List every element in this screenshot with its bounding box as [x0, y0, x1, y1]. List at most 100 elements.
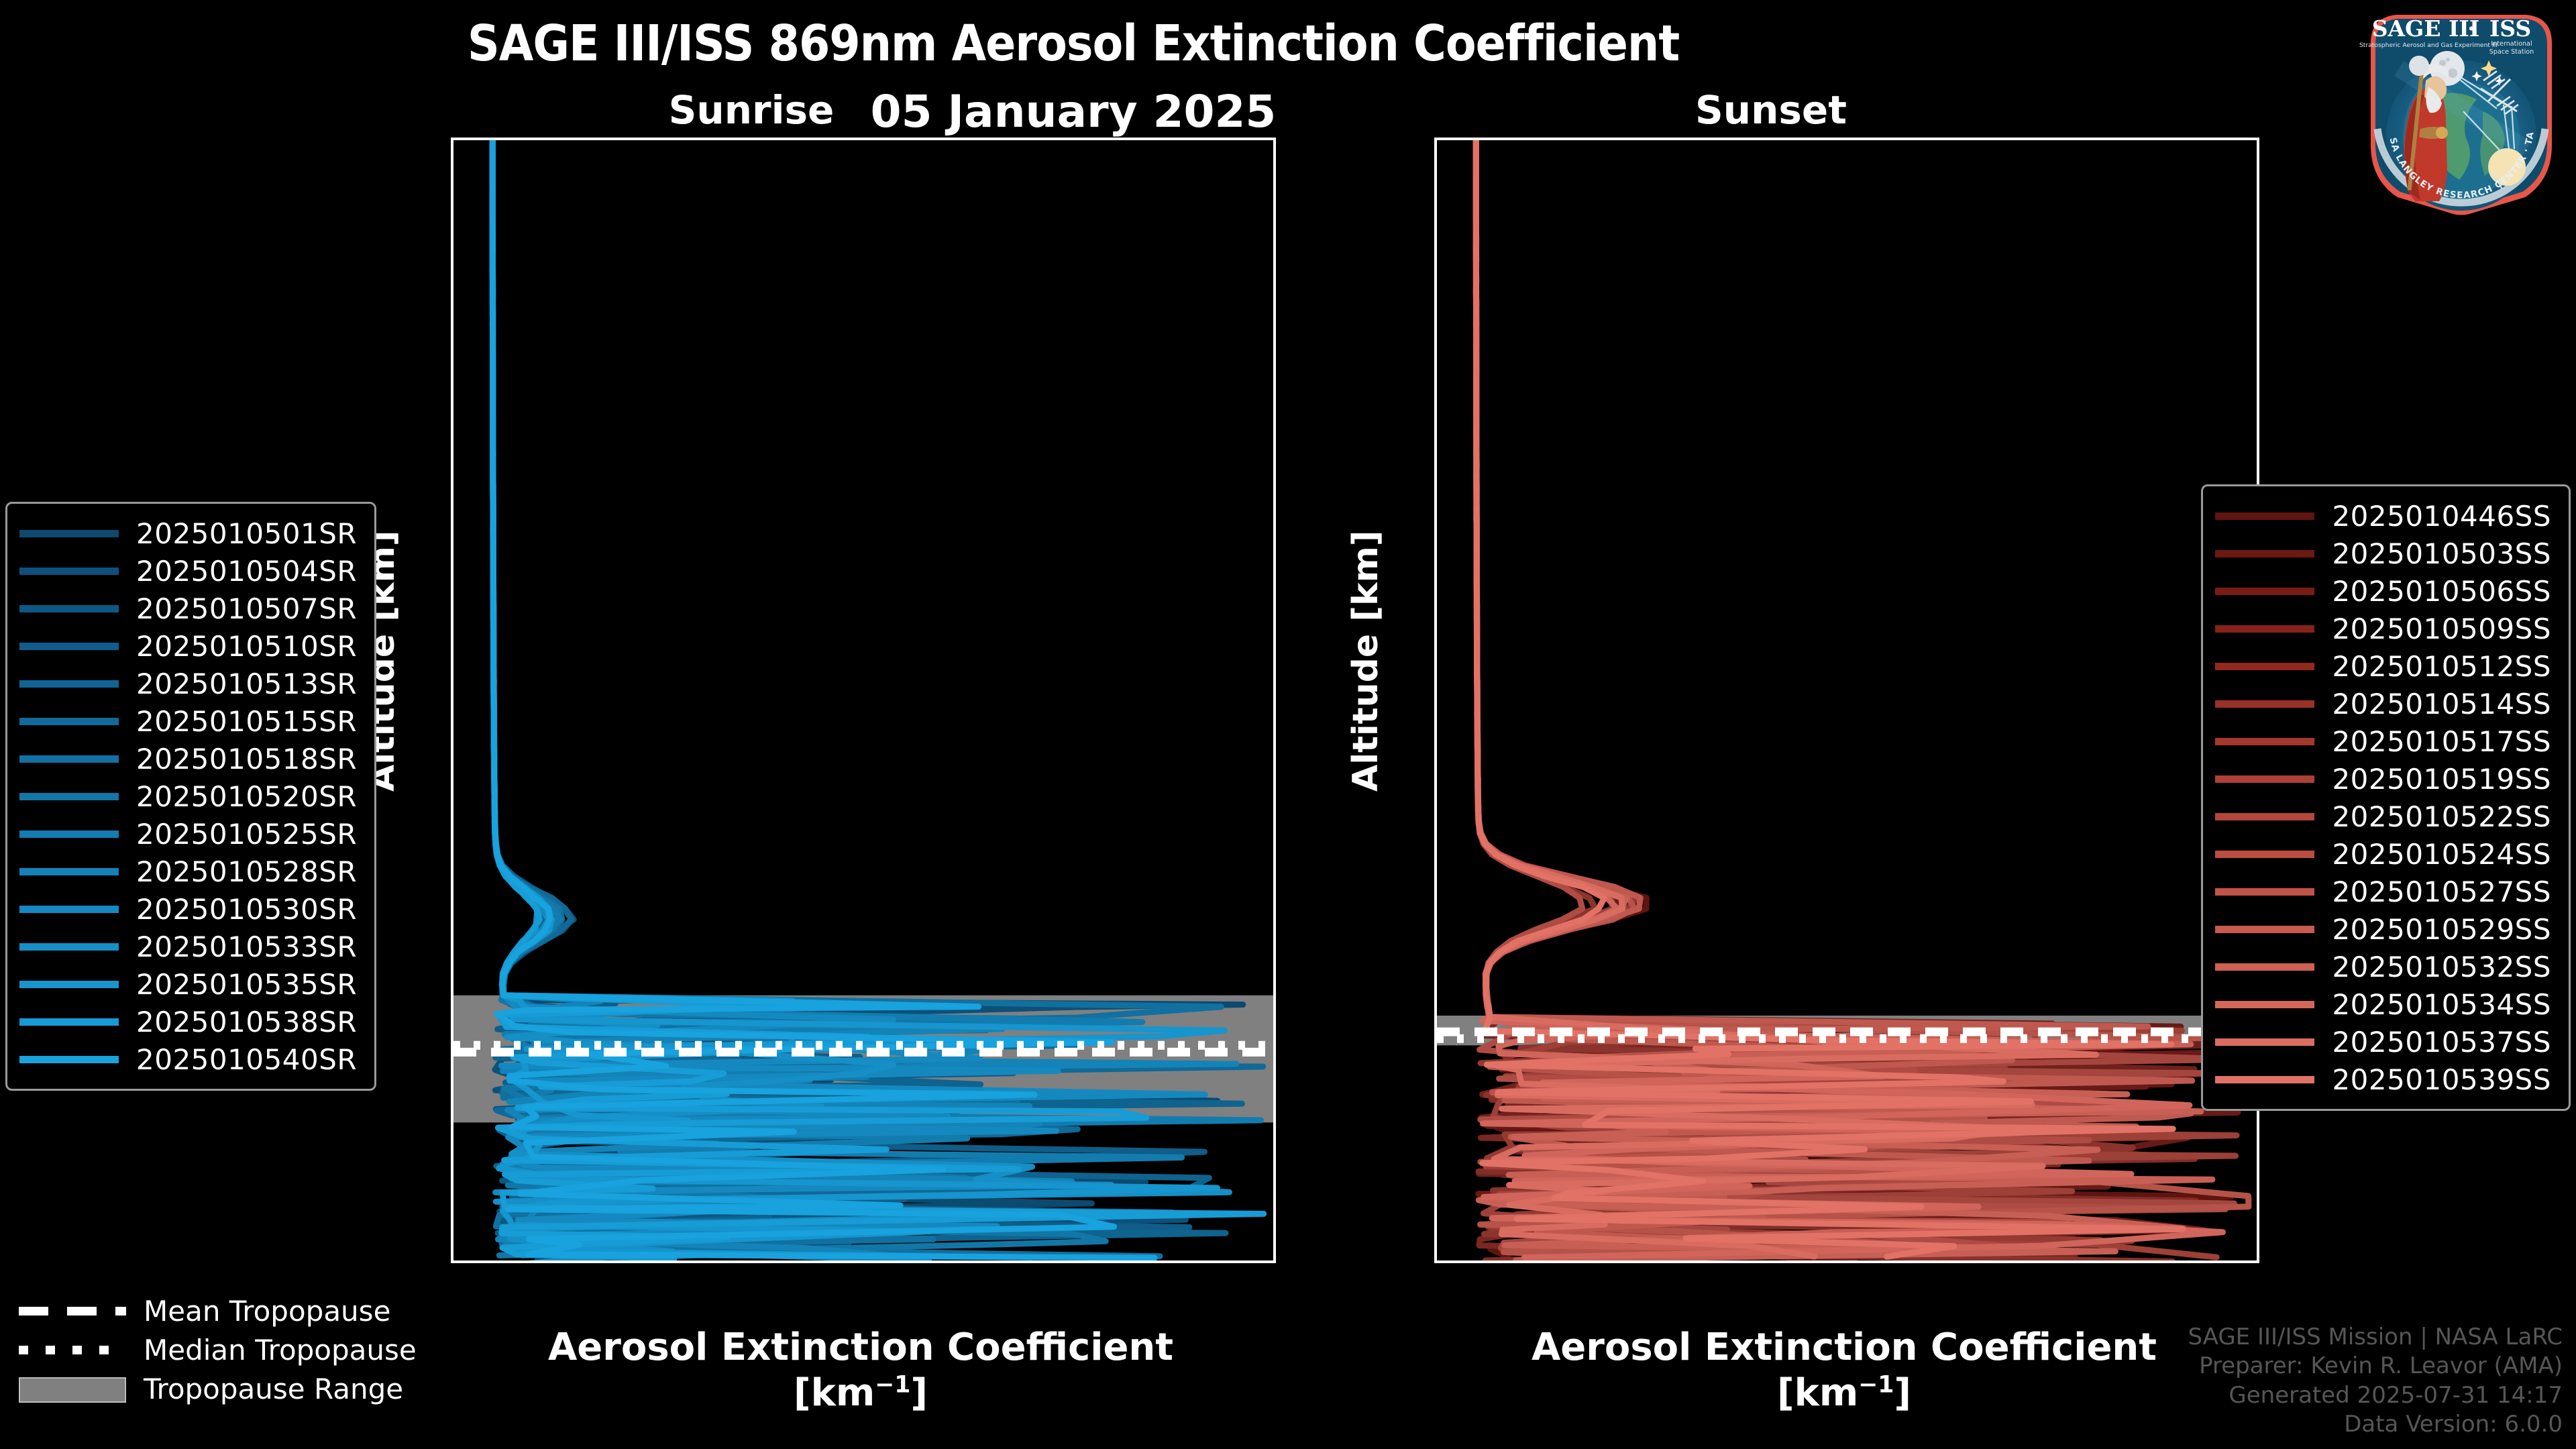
mean-tropopause-label: Mean Tropopause: [144, 1294, 391, 1328]
sunset-legend[interactable]: 2025010446SS 2025010503SS 2025010506SS 2025…: [2201, 484, 2571, 1111]
sunrise-legend-color-swatch-icon: [19, 567, 119, 575]
sunrise-legend-item[interactable]: 2025010510SR: [19, 627, 357, 665]
sunset-legend-item[interactable]: 2025010506SS: [2215, 572, 2551, 610]
sunset-legend-item[interactable]: 2025010532SS: [2215, 948, 2551, 985]
sunset-legend-item-label: 2025010446SS: [2332, 499, 2551, 533]
sunset-y-tick-label: 35: [1434, 528, 1437, 564]
sunset-x-axis-label-text: Aerosol Extinction Coefficient: [1531, 1326, 2157, 1369]
sunrise-legend-item[interactable]: 2025010530SR: [19, 890, 357, 928]
sunrise-x-tick-label: 0.010: [1192, 1260, 1276, 1263]
sunrise-legend-item[interactable]: 2025010538SR: [19, 1003, 357, 1040]
sunset-legend-item[interactable]: 2025010519SS: [2215, 760, 2551, 798]
sunrise-legend-item[interactable]: 2025010535SR: [19, 965, 357, 1003]
tropopause-range-label: Tropopause Range: [144, 1372, 404, 1405]
sunrise-x-tick-label: 0.004: [745, 1260, 833, 1263]
sunset-x-tick-mark: [1920, 1260, 1923, 1263]
sunset-legend-color-swatch-icon: [2215, 1075, 2315, 1083]
sunset-x-tick-mark: [1622, 1260, 1625, 1263]
sunrise-legend-item[interactable]: 2025010513SR: [19, 665, 357, 702]
sage-iii-iss-mission-patch-logo: BALL · NASA LANGLEY RESEARCH CENTER · TA…: [2355, 0, 2564, 219]
sunset-y-tick-label: 25: [1434, 798, 1437, 835]
sunrise-legend-item[interactable]: 2025010507SR: [19, 590, 357, 627]
sunrise-y-tick-label: 35: [451, 528, 453, 564]
sunrise-plot-canvas: [453, 140, 1273, 1260]
sunrise-legend-item[interactable]: 2025010504SR: [19, 552, 357, 590]
sunset-legend-item[interactable]: 2025010527SS: [2215, 873, 2551, 910]
sunrise-legend-item[interactable]: 2025010525SR: [19, 815, 357, 853]
sunrise-legend[interactable]: 2025010501SR 2025010504SR 2025010507SR 2025…: [5, 502, 377, 1091]
sunrise-legend-item[interactable]: 2025010515SR: [19, 702, 357, 740]
sunrise-legend-item-label: 2025010528SR: [136, 855, 358, 888]
sunset-legend-color-swatch-icon: [2215, 775, 2315, 783]
sunset-legend-item[interactable]: 2025010503SS: [2215, 535, 2551, 572]
sunset-legend-item[interactable]: 2025010446SS: [2215, 497, 2551, 535]
sunset-legend-color-swatch-icon: [2215, 963, 2315, 971]
sunset-y-tick-label: 20: [1434, 934, 1437, 970]
sunrise-y-tick-label: 20: [451, 934, 453, 970]
page-title: SAGE III/ISS 869nm Aerosol Extinction Co…: [467, 15, 1680, 72]
sunset-legend-color-swatch-icon: [2215, 587, 2315, 595]
sunrise-legend-item-label: 2025010501SR: [136, 517, 358, 550]
sunset-legend-item-label: 2025010532SS: [2332, 950, 2551, 983]
sunset-legend-item[interactable]: 2025010524SS: [2215, 835, 2551, 873]
sunrise-x-axis-label: Aerosol Extinction Coefficient [km−1]: [451, 1325, 1271, 1417]
sunset-legend-color-swatch-icon: [2215, 700, 2315, 708]
sunset-legend-item[interactable]: 2025010517SS: [2215, 722, 2551, 760]
sunset-legend-item[interactable]: 2025010512SS: [2215, 647, 2551, 685]
sunset-legend-item-label: 2025010537SS: [2332, 1025, 2551, 1059]
sunset-y-tick-label: 40: [1434, 392, 1437, 429]
logo-title-separator: ·: [2467, 15, 2475, 42]
sunrise-y-tick-label: 25: [451, 798, 453, 835]
tropopause-range-swatch-icon: [19, 1377, 126, 1403]
median-tropopause-line-icon: [19, 1340, 126, 1360]
sunset-x-tick-label: 0.008: [2026, 1260, 2114, 1263]
sunset-legend-item[interactable]: 2025010514SS: [2215, 685, 2551, 722]
sunrise-legend-item-label: 2025010520SR: [136, 780, 358, 813]
sunrise-y-tick-label: 40: [451, 392, 453, 429]
sunrise-legend-item-label: 2025010515SR: [136, 704, 358, 738]
sunset-legend-item-label: 2025010512SS: [2332, 649, 2551, 683]
sunset-legend-item-label: 2025010506SS: [2332, 574, 2551, 608]
sunrise-plot-panel: 10 15 20 25 30 35 40 45 50 0.000 0.002 0.004 0.006 0.…: [451, 138, 1276, 1263]
sunset-legend-item[interactable]: 2025010509SS: [2215, 610, 2551, 647]
sunrise-legend-color-swatch-icon: [19, 1055, 119, 1063]
sunrise-legend-color-swatch-icon: [19, 943, 119, 951]
sunset-legend-item[interactable]: 2025010537SS: [2215, 1023, 2551, 1061]
logo-sun-icon: [2488, 148, 2526, 186]
sunrise-legend-item[interactable]: 2025010533SR: [19, 928, 357, 965]
sunrise-legend-item[interactable]: 2025010501SR: [19, 515, 357, 552]
sunrise-legend-item[interactable]: 2025010518SR: [19, 740, 357, 777]
tropopause-legend-range-row: Tropopause Range: [19, 1369, 417, 1408]
sunrise-x-tick-label: 0.002: [596, 1260, 684, 1263]
sunset-legend-item[interactable]: 2025010534SS: [2215, 985, 2551, 1023]
sunset-legend-color-swatch-icon: [2215, 737, 2315, 745]
sunset-legend-color-swatch-icon: [2215, 925, 2315, 933]
sunrise-legend-item[interactable]: 2025010528SR: [19, 853, 357, 890]
sunset-legend-color-swatch-icon: [2215, 1038, 2315, 1046]
sunset-x-tick-label: 0.002: [1579, 1260, 1668, 1263]
sunrise-legend-color-swatch-icon: [19, 792, 119, 800]
sunrise-x-tick-label: 0.006: [894, 1260, 982, 1263]
sunset-y-tick-label: 45: [1434, 258, 1437, 294]
sunrise-legend-item[interactable]: 2025010520SR: [19, 777, 357, 815]
logo-title-iss: ISS: [2489, 15, 2531, 42]
sunrise-legend-item[interactable]: 2025010540SR: [19, 1040, 357, 1078]
sunrise-y-tick-label: 10: [451, 1205, 453, 1241]
sunrise-legend-color-swatch-icon: [19, 642, 119, 650]
sunset-x-tick-label: 0.000: [1434, 1260, 1518, 1263]
sunset-x-tick-mark: [1473, 1260, 1476, 1263]
sunrise-legend-item-label: 2025010513SR: [136, 667, 358, 700]
extinction-profile-line: [489, 140, 1158, 1260]
credits-line-version: Data Version: 6.0.0: [2344, 1411, 2563, 1438]
sunrise-legend-color-swatch-icon: [19, 1018, 119, 1026]
sunset-legend-item[interactable]: 2025010522SS: [2215, 798, 2551, 835]
tropopause-legend: Mean Tropopause Median Tropopause Tropop…: [19, 1291, 417, 1408]
sunrise-legend-item-label: 2025010518SR: [136, 742, 358, 775]
sunset-legend-item-label: 2025010517SS: [2332, 724, 2551, 758]
sunset-legend-item[interactable]: 2025010539SS: [2215, 1061, 2551, 1098]
sunset-legend-item-label: 2025010522SS: [2332, 800, 2551, 833]
sunset-legend-item[interactable]: 2025010529SS: [2215, 910, 2551, 948]
extinction-profile-line: [1472, 140, 2186, 1260]
sunset-legend-color-swatch-icon: [2215, 549, 2315, 557]
sunset-x-tick-mark: [2218, 1260, 2220, 1263]
